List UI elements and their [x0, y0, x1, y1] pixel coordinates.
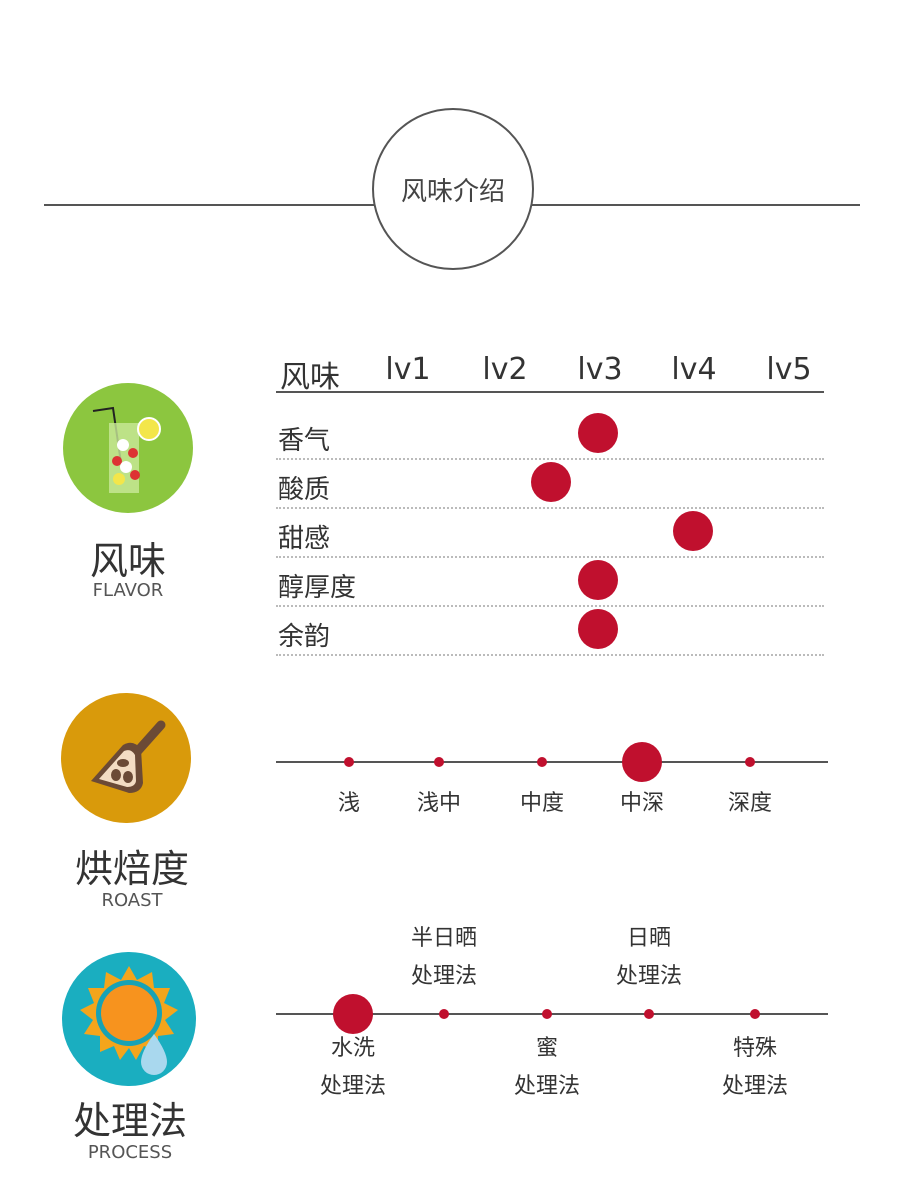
process-option-label: 半日晒 处理法	[411, 920, 477, 996]
process-option-label: 特殊 处理法	[722, 1030, 788, 1106]
coffee-scoop-icon	[61, 693, 191, 823]
roast-option-marker	[434, 757, 444, 767]
roast-title: 烘焙度	[74, 847, 189, 891]
flavor-header-4: lv4	[671, 352, 717, 387]
roast-option-label: 中度	[519, 791, 565, 816]
flavor-subtitle: FLAVOR	[92, 580, 164, 601]
process-option-marker	[644, 1009, 654, 1019]
flavor-row-divider	[276, 605, 824, 607]
flavor-row-divider	[276, 507, 824, 509]
flavor-header-2: lv2	[482, 352, 528, 387]
process-option-line2: 处理法	[410, 964, 478, 989]
cocktail-icon	[63, 383, 193, 513]
roast-option-label: 浅中	[416, 791, 462, 816]
process-option-marker	[333, 994, 373, 1034]
flavor-row-label: 醇厚度	[278, 573, 357, 603]
process-subtitle: PROCESS	[87, 1142, 173, 1163]
roast-option-marker	[745, 757, 755, 767]
process-option-marker	[542, 1009, 552, 1019]
process-option-line1: 日晒	[626, 926, 672, 951]
process-option-line2: 处理法	[513, 1074, 581, 1099]
flavor-header-3: lv3	[577, 352, 623, 387]
flavor-row-label: 香气	[278, 426, 331, 456]
process-title: 处理法	[72, 1099, 187, 1143]
flavor-level-marker	[578, 560, 618, 600]
process-option-marker	[750, 1009, 760, 1019]
process-option-line2: 处理法	[319, 1074, 387, 1099]
roast-option-marker	[344, 757, 354, 767]
flavor-row-divider	[276, 654, 824, 656]
roast-scale-line	[276, 761, 828, 763]
flavor-level-marker	[578, 413, 618, 453]
flavor-title: 风味	[89, 539, 166, 583]
process-option-line2: 处理法	[721, 1074, 789, 1099]
flavor-row-label: 酸质	[278, 475, 331, 505]
process-option-line1: 半日晒	[410, 926, 478, 951]
flavor-level-marker	[578, 609, 618, 649]
roast-option-label: 浅	[337, 791, 361, 816]
section-title: 风味介绍	[372, 108, 534, 270]
title-text: 风味介绍	[400, 176, 505, 207]
process-option-line2: 处理法	[615, 964, 683, 989]
roast-option-label: 深度	[727, 791, 773, 816]
roast-option-marker	[622, 742, 662, 782]
flavor-row-label: 甜感	[278, 524, 331, 554]
flavor-header-1: lv1	[385, 352, 431, 387]
flavor-row-label: 余韵	[278, 622, 331, 652]
process-option-line1: 蜜	[535, 1036, 559, 1061]
flavor-row-divider	[276, 556, 824, 558]
flavor-header-divider	[276, 391, 824, 393]
process-option-label: 水洗 处理法	[320, 1030, 386, 1106]
process-option-label: 蜜处理法	[514, 1030, 580, 1106]
process-option-line1: 特殊	[732, 1036, 778, 1061]
flavor-row-divider	[276, 458, 824, 460]
process-option-line1: 水洗	[330, 1036, 376, 1061]
roast-option-marker	[537, 757, 547, 767]
roast-option-label: 中深	[619, 791, 665, 816]
process-scale-line	[276, 1013, 828, 1015]
flavor-level-marker	[530, 462, 571, 502]
sun-water-drop-icon	[62, 952, 196, 1086]
flavor-header-5: lv5	[766, 352, 812, 387]
flavor-header-0: 风味	[280, 360, 340, 395]
roast-subtitle: ROAST	[101, 890, 163, 911]
process-option-label: 日晒 处理法	[616, 920, 682, 996]
process-option-marker	[439, 1009, 449, 1019]
flavor-level-marker	[673, 511, 713, 551]
